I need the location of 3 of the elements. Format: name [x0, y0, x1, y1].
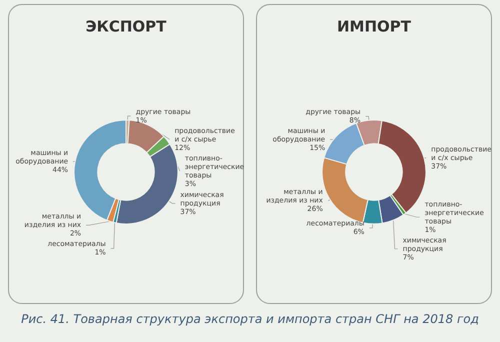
text: Рис. 41. Товарная структура экспорта и импорта стран СНГ на 2018 год	[20, 312, 480, 326]
chart-title: ЭКСПОРТ	[86, 18, 168, 36]
chart-title: ИМПОРТ	[336, 18, 412, 36]
